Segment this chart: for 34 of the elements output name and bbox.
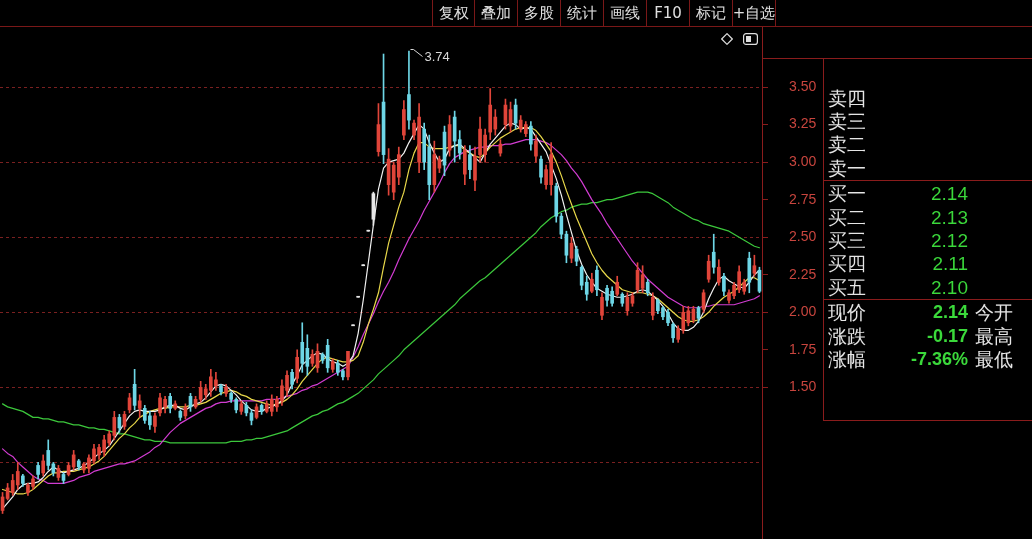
y-tick-label: 1.75	[789, 340, 817, 357]
text: 买四 2.11	[828, 253, 968, 275]
toolbar-button: +自选	[733, 0, 776, 26]
toolbar-button: 叠加	[475, 0, 518, 26]
annotation: 3.74	[424, 49, 450, 65]
toolbar-button: 标记	[690, 0, 733, 26]
y-tick-label: 2.00	[789, 303, 817, 320]
text: 买三 2.12	[828, 230, 968, 251]
candlestick	[351, 324, 355, 327]
candlestick	[356, 295, 360, 298]
y-tick-label: 3.00	[789, 152, 817, 169]
text: 涨跌 -0.17 最高	[828, 325, 1013, 347]
y-tick-label: 3.25	[789, 115, 817, 132]
toolbar-button: 复权	[432, 0, 475, 26]
toolbar-button: 统计	[561, 0, 604, 26]
y-tick-label: 2.25	[789, 265, 817, 282]
text: 涨幅 -7.36% 最低	[828, 349, 1013, 370]
toolbar-button: 画线	[604, 0, 647, 26]
candlestick	[366, 229, 371, 232]
text: 买五 2.10	[828, 276, 968, 298]
text: 买一 2.14	[828, 183, 968, 205]
y-tick-label: 1.50	[789, 378, 817, 395]
text: 卖一	[828, 157, 866, 179]
candlestick	[361, 264, 366, 267]
toolbar-button: 多股	[518, 0, 561, 26]
text: 卖四	[828, 87, 866, 109]
text: 买二 2.13	[828, 206, 968, 228]
text: 卖三	[828, 111, 866, 132]
text: 现价 2.14 今开	[828, 302, 1013, 324]
y-tick-label: 3.50	[789, 77, 817, 94]
text: 卖二	[828, 134, 866, 156]
y-tick-label: 2.75	[789, 190, 817, 207]
toolbar-button: F10	[647, 0, 690, 26]
y-tick-label: 2.50	[789, 228, 817, 245]
